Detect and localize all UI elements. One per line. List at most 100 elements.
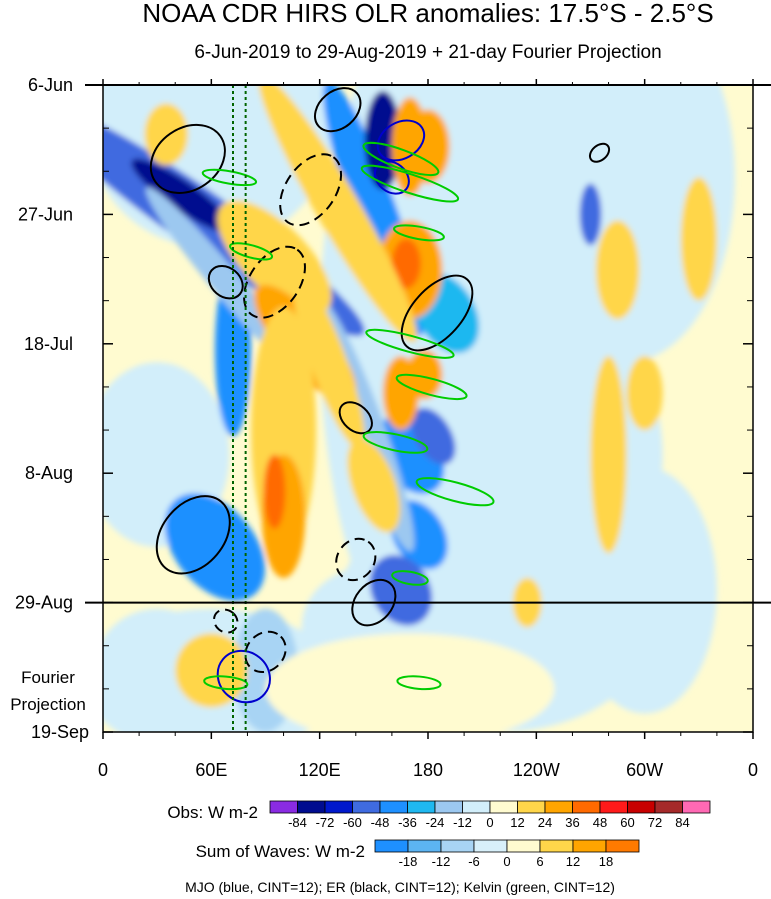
field-anomaly-patch	[131, 158, 234, 234]
er-contour	[314, 87, 362, 133]
waves-colorbar-swatch	[374, 839, 409, 853]
obs-colorbar-swatch	[517, 800, 546, 814]
obs-colorbar-swatch	[269, 800, 298, 814]
obs-colorbar-swatch	[599, 800, 628, 814]
x-tick-label: 120E	[299, 760, 341, 780]
waves-colorbar-level-label: 12	[566, 854, 580, 869]
waves-colorbar-level-label: -6	[468, 854, 480, 869]
x-tick-label: 60E	[195, 760, 227, 780]
y-tick-label: 19-Sep	[31, 722, 89, 742]
er-contour	[213, 608, 239, 634]
obs-colorbar-level-label: 0	[486, 815, 493, 830]
projection-label-line1: Fourier	[21, 668, 75, 687]
x-tick-label: 120W	[513, 760, 560, 780]
obs-colorbar-level-label: -72	[316, 815, 335, 830]
field-anomaly-patch	[258, 85, 417, 343]
obs-colorbar-level-label: 48	[593, 815, 607, 830]
obs-colorbar-swatch	[572, 800, 601, 814]
er-contour	[149, 123, 226, 194]
chart-subtitle: 6-Jun-2019 to 29-Aug-2019 + 21-day Fouri…	[194, 42, 661, 63]
y-tick-label: 18-Jul	[24, 334, 73, 354]
obs-colorbar-swatch	[489, 800, 518, 814]
obs-colorbar-level-label: -48	[371, 815, 390, 830]
kelvin-contour	[201, 168, 258, 187]
chart-title: NOAA CDR HIRS OLR anomalies: 17.5°S - 2.…	[142, 0, 713, 28]
waves-colorbar-swatch	[539, 839, 574, 853]
waves-colorbar-swatch	[605, 839, 640, 853]
obs-colorbar-swatch	[627, 800, 656, 814]
er-contour	[243, 245, 306, 319]
obs-colorbar-swatch	[297, 800, 326, 814]
field-anomaly-patch	[411, 408, 456, 465]
mjo-contour	[376, 119, 426, 162]
obs-colorbar-level-label: -12	[453, 815, 472, 830]
waves-colorbar-swatch	[440, 839, 475, 853]
obs-colorbar-level-label: -36	[398, 815, 417, 830]
obs-colorbar-swatch	[434, 800, 463, 814]
field-anomaly-patch	[263, 454, 286, 529]
obs-colorbar-swatch	[654, 800, 683, 814]
obs-colorbar-swatch	[407, 800, 436, 814]
x-tick-label: 180	[413, 760, 443, 780]
field-anomaly-patch	[518, 85, 735, 363]
obs-colorbar-level-label: 84	[675, 815, 689, 830]
kelvin-contour	[360, 164, 460, 203]
field-anomaly-patch	[579, 183, 602, 246]
obs-colorbar-level-label: 36	[565, 815, 579, 830]
wave-legend-text: MJO (blue, CINT=12); ER (black, CINT=12)…	[185, 879, 615, 895]
er-contour	[400, 274, 474, 352]
kelvin-contour	[229, 242, 274, 261]
mjo-contour	[216, 649, 271, 704]
er-contour	[338, 401, 373, 435]
waves-colorbar-label: Sum of Waves: W m-2	[196, 842, 365, 861]
obs-colorbar-level-label: -84	[288, 815, 307, 830]
y-tick-label: 29-Aug	[15, 593, 73, 613]
y-tick-label: 6-Jun	[28, 75, 73, 95]
er-contour	[207, 264, 244, 300]
er-contour	[279, 153, 343, 227]
field-anomaly-patch	[626, 356, 663, 431]
er-contour	[244, 630, 287, 674]
x-tick-label: 60W	[626, 760, 663, 780]
kelvin-contour	[396, 675, 442, 691]
field-anomaly-patch	[265, 633, 555, 732]
obs-colorbar-swatch	[462, 800, 491, 814]
er-contour	[155, 495, 231, 575]
field-anomaly-patch	[347, 438, 401, 533]
kelvin-contour	[395, 373, 468, 401]
kelvin-contour	[362, 141, 440, 177]
er-contour	[588, 142, 611, 163]
waves-colorbar-level-label: -12	[432, 854, 451, 869]
kelvin-contour	[362, 431, 429, 454]
er-contour	[335, 537, 377, 582]
y-tick-label: 27-Jun	[18, 204, 73, 224]
waves-colorbar-swatch	[473, 839, 508, 853]
obs-colorbar-level-label: 72	[648, 815, 662, 830]
field-anomaly-patch	[144, 103, 188, 166]
field-anomaly-patch	[292, 275, 365, 450]
anomaly-field	[103, 85, 753, 732]
obs-colorbar-swatch	[324, 800, 353, 814]
waves-colorbar-level-label: 0	[503, 854, 510, 869]
obs-colorbar-swatch	[352, 800, 381, 814]
obs-colorbar-level-label: 24	[538, 815, 552, 830]
x-tick-label: 0	[748, 760, 758, 780]
field-anomaly-patch	[175, 633, 248, 708]
projection-label-line2: Projection	[10, 695, 86, 714]
waves-colorbar-level-label: -18	[399, 854, 418, 869]
field-anomaly-patch	[164, 493, 265, 601]
waves-colorbar-swatch	[506, 839, 541, 853]
field-anomaly-patch	[595, 220, 640, 320]
waves-colorbar-swatch	[407, 839, 442, 853]
obs-colorbar-label: Obs: W m-2	[167, 803, 258, 822]
obs-colorbar-swatch	[379, 800, 408, 814]
y-tick-label: 8-Aug	[25, 463, 73, 483]
obs-colorbar-level-label: 12	[510, 815, 524, 830]
kelvin-contour	[365, 328, 455, 359]
waves-colorbar-level-label: 6	[536, 854, 543, 869]
field-anomaly-patch	[382, 356, 419, 431]
waves-colorbar-swatch	[572, 839, 607, 853]
er-contour	[351, 578, 397, 627]
kelvin-contour	[393, 224, 445, 242]
